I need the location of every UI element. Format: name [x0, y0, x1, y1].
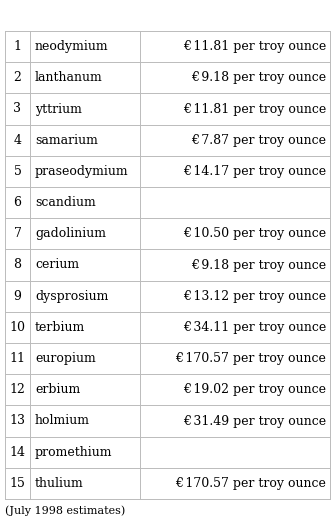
Text: € 170.57 per troy ounce: € 170.57 per troy ounce	[175, 477, 326, 490]
Text: (July 1998 estimates): (July 1998 estimates)	[5, 506, 125, 516]
Text: 12: 12	[10, 383, 25, 396]
Text: € 11.81 per troy ounce: € 11.81 per troy ounce	[183, 103, 326, 116]
Text: promethium: promethium	[35, 445, 113, 458]
Text: scandium: scandium	[35, 196, 96, 209]
Text: 14: 14	[9, 445, 25, 458]
Text: yttrium: yttrium	[35, 103, 82, 116]
Text: cerium: cerium	[35, 258, 79, 271]
Text: 15: 15	[10, 477, 25, 490]
Text: 5: 5	[13, 165, 21, 178]
Text: € 19.02 per troy ounce: € 19.02 per troy ounce	[183, 383, 326, 396]
Text: 8: 8	[13, 258, 21, 271]
Text: neodymium: neodymium	[35, 40, 109, 53]
Text: € 170.57 per troy ounce: € 170.57 per troy ounce	[175, 352, 326, 365]
Text: gadolinium: gadolinium	[35, 227, 106, 240]
Text: 3: 3	[13, 103, 21, 116]
Text: thulium: thulium	[35, 477, 84, 490]
Text: 6: 6	[13, 196, 21, 209]
Text: europium: europium	[35, 352, 96, 365]
Text: 9: 9	[13, 290, 21, 303]
Text: 4: 4	[13, 134, 21, 147]
Text: samarium: samarium	[35, 134, 98, 147]
Text: € 10.50 per troy ounce: € 10.50 per troy ounce	[183, 227, 326, 240]
Text: 11: 11	[9, 352, 25, 365]
Text: € 31.49 per troy ounce: € 31.49 per troy ounce	[183, 415, 326, 428]
Text: holmium: holmium	[35, 415, 90, 428]
Text: € 7.87 per troy ounce: € 7.87 per troy ounce	[191, 134, 326, 147]
Text: lanthanum: lanthanum	[35, 71, 103, 84]
Text: 10: 10	[9, 321, 25, 334]
Text: € 9.18 per troy ounce: € 9.18 per troy ounce	[191, 258, 326, 271]
Text: € 13.12 per troy ounce: € 13.12 per troy ounce	[183, 290, 326, 303]
Text: € 9.18 per troy ounce: € 9.18 per troy ounce	[191, 71, 326, 84]
Text: € 11.81 per troy ounce: € 11.81 per troy ounce	[183, 40, 326, 53]
Text: 7: 7	[13, 227, 21, 240]
Text: dysprosium: dysprosium	[35, 290, 109, 303]
Text: 1: 1	[13, 40, 21, 53]
Text: erbium: erbium	[35, 383, 80, 396]
Text: terbium: terbium	[35, 321, 85, 334]
Text: praseodymium: praseodymium	[35, 165, 129, 178]
Text: 2: 2	[13, 71, 21, 84]
Text: € 14.17 per troy ounce: € 14.17 per troy ounce	[183, 165, 326, 178]
Text: 13: 13	[9, 415, 25, 428]
Text: € 34.11 per troy ounce: € 34.11 per troy ounce	[183, 321, 326, 334]
